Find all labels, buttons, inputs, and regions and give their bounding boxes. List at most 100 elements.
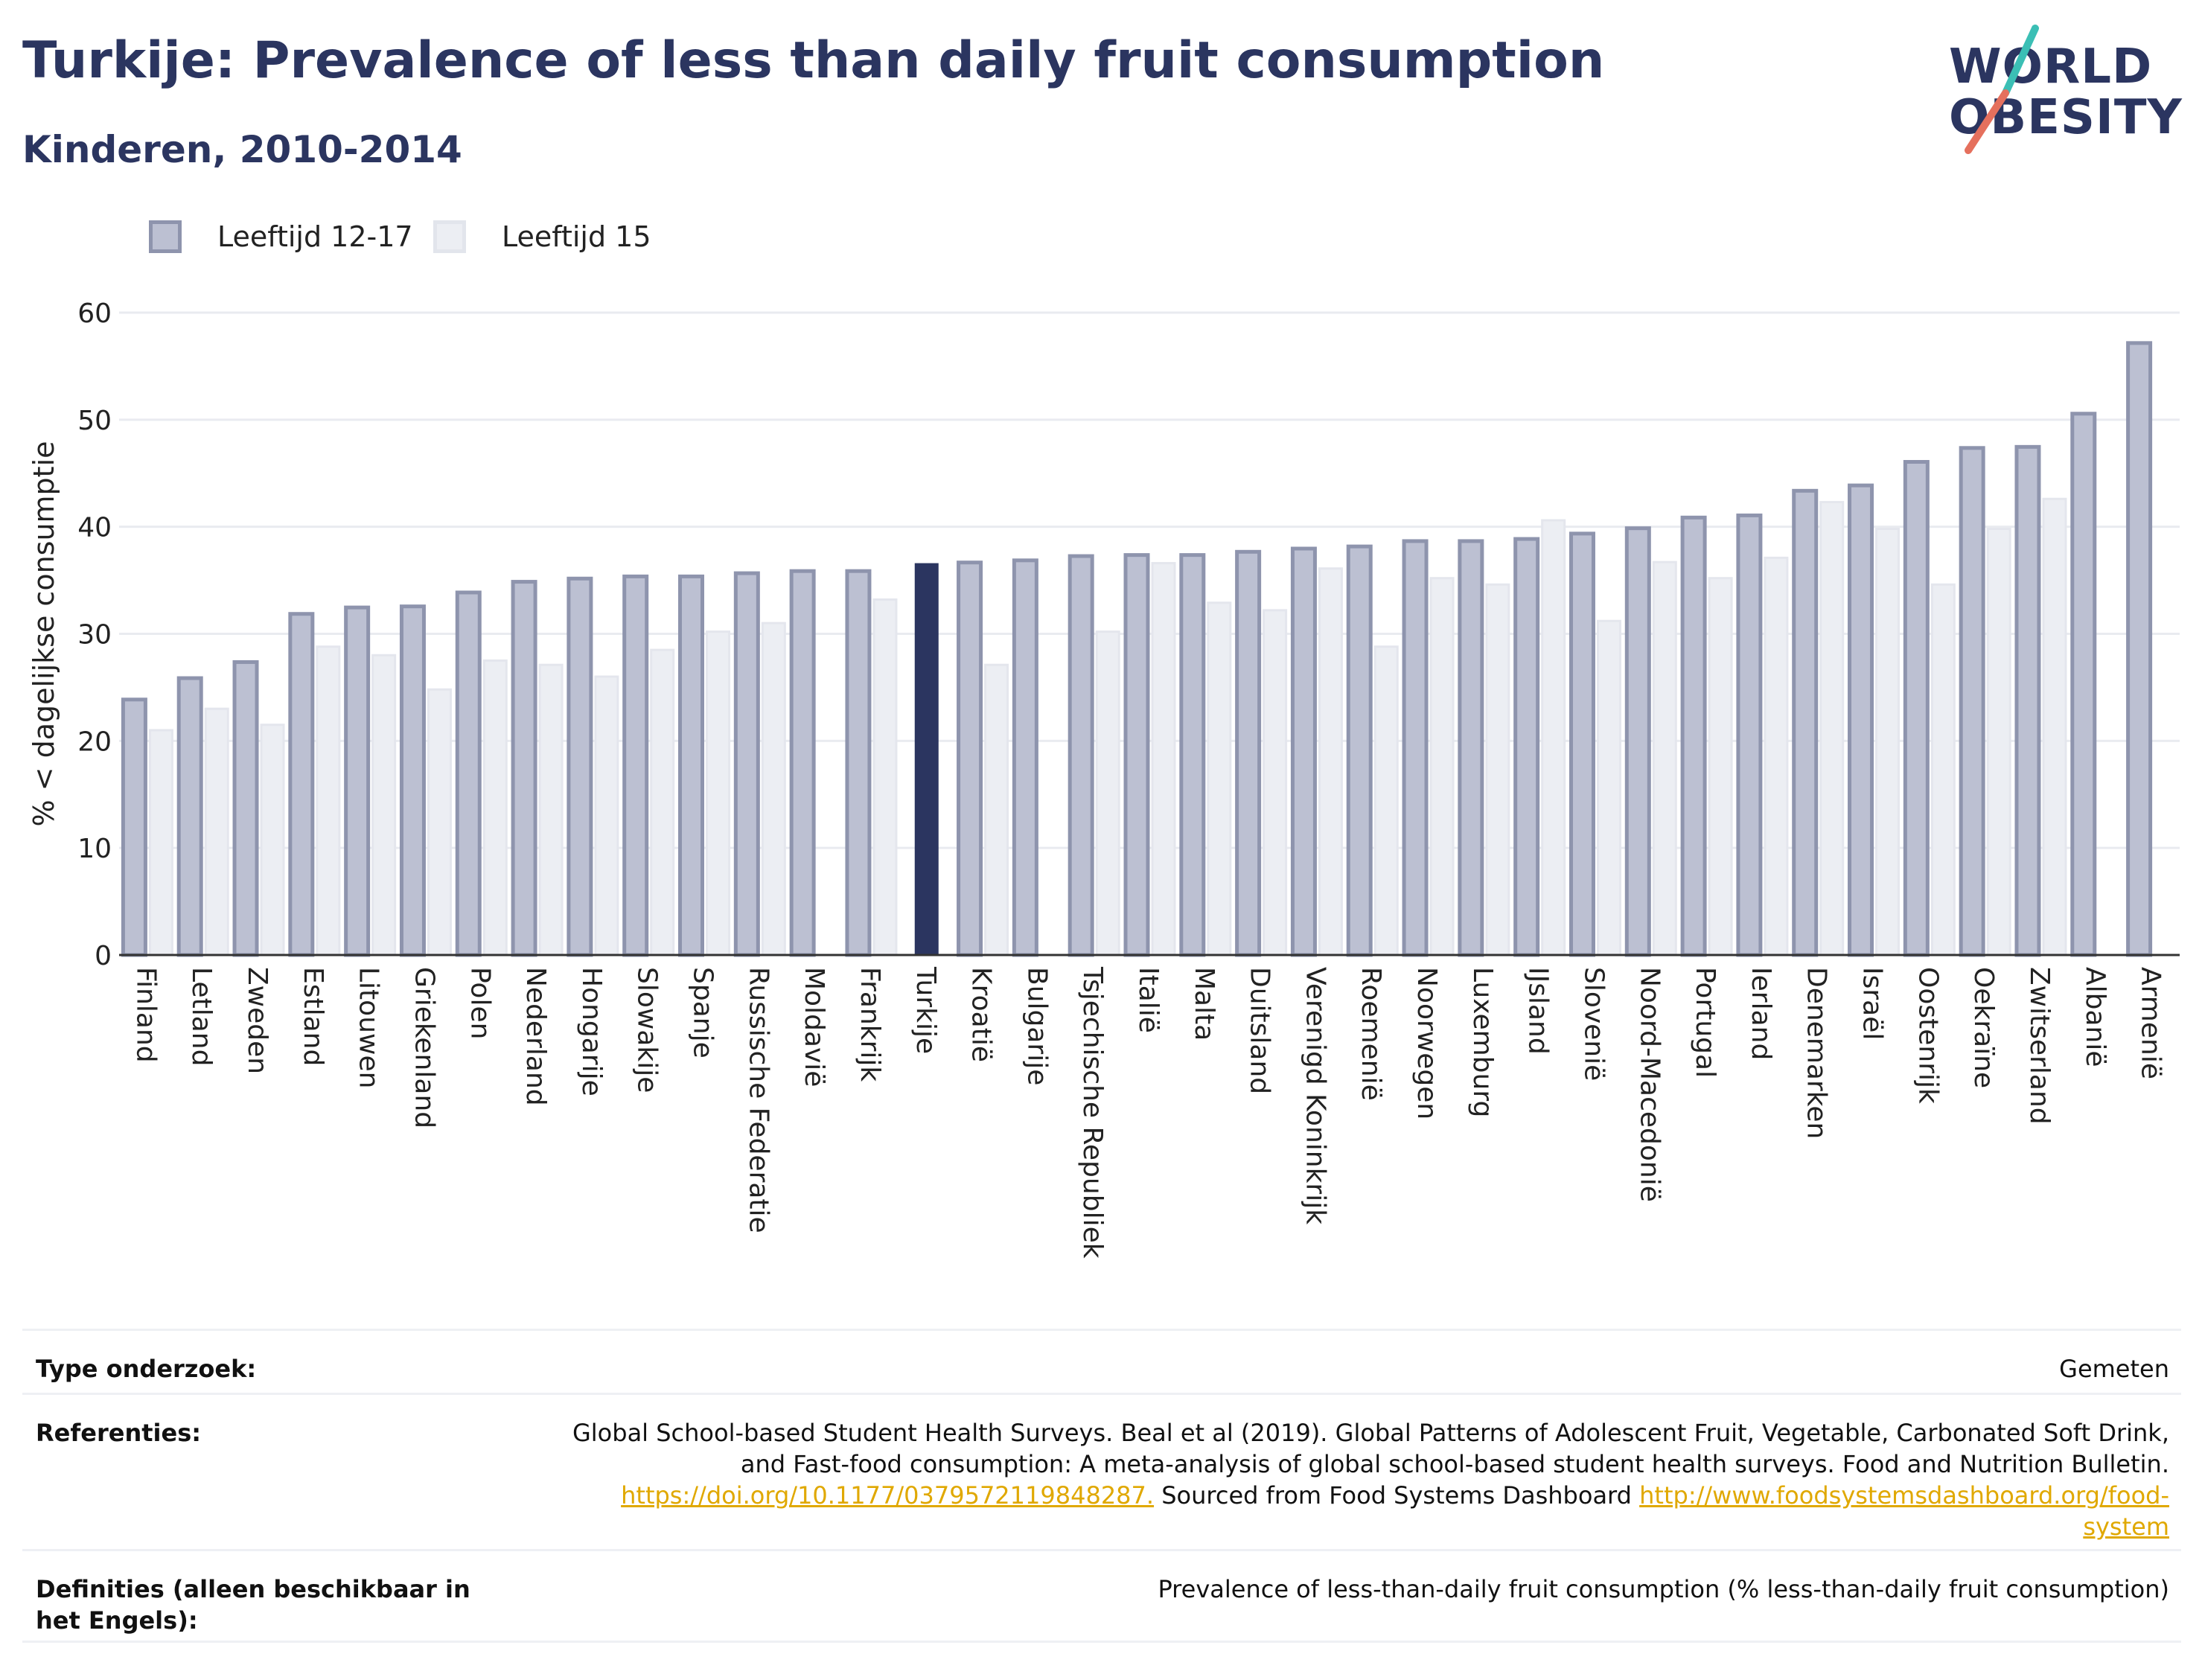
bar-37-series-1 (2126, 341, 2153, 957)
x-tick-label: Polen (465, 967, 495, 1039)
bar-21-series-2 (1263, 609, 1288, 956)
x-tick-label: Letland (186, 967, 217, 1066)
legend-item-series-2[interactable]: Leeftijd 15 (433, 220, 651, 253)
bar-chart: 0 10 20 30 40 50 60 % < dagelijkse consumptie Fi… (28, 298, 2180, 1259)
x-tick-label: Israël (1857, 967, 1888, 1040)
bar-9-series-2 (594, 675, 619, 956)
info-value-definitions: Prevalence of less-than-daily fruit cons… (1158, 1575, 2169, 1603)
bar-20-series-1 (1179, 553, 1206, 957)
bar-1-series-1 (121, 697, 147, 957)
info-label-definitions: Definities (alleen beschikbaar in het En… (36, 1575, 470, 1635)
x-tick-label: Slowakije (632, 967, 663, 1093)
bar-8-series-2 (538, 663, 564, 956)
reference-source-text: Sourced from Food Systems Dashboard (1161, 1481, 1632, 1510)
x-tick-label: Italië (1133, 967, 1164, 1033)
bar-23-series-2 (1373, 645, 1399, 956)
chart-subtitle: Kinderen, 2010-2014 (22, 128, 462, 171)
reference-dashboard-link[interactable]: http://www.foodsystemsdashboard.org/food… (1639, 1481, 2169, 1541)
world-obesity-logo[interactable]: WORLD OBESITY (1935, 22, 2189, 156)
bar-29-series-1 (1680, 515, 1707, 957)
x-tick-label: Frankrijk (855, 967, 885, 1082)
logo-line-world: WORLD (1949, 39, 2153, 95)
bar-20-series-2 (1207, 601, 1232, 956)
x-tick-label: Denemarken (1802, 967, 1832, 1139)
bar-3-series-2 (260, 724, 285, 956)
bar-29-series-2 (1708, 577, 1733, 956)
info-label-references: Referenties: (36, 1419, 202, 1447)
x-tick-label: Estland (298, 967, 328, 1066)
bar-14-series-2 (872, 598, 898, 956)
x-tick-label: Verenigd Koninkrijk (1300, 967, 1330, 1224)
x-tick-label: Duitsland (1245, 967, 1275, 1094)
x-tick-label: Roemenië (1356, 967, 1386, 1101)
bar-24-series-2 (1429, 577, 1455, 956)
y-axis-title: % < dagelijkse consumptie (28, 441, 60, 826)
x-tick-label: Zwitserland (2024, 967, 2055, 1125)
bar-30-series-1 (1736, 513, 1763, 957)
bar-22-series-2 (1318, 567, 1343, 956)
bar-34-series-2 (1986, 528, 2011, 956)
bar-17-series-1 (1012, 558, 1038, 957)
bar-28-series-2 (1652, 560, 1677, 956)
bar-21-series-1 (1235, 549, 1262, 957)
x-tick-label: Tsjechische Republiek (1077, 966, 1108, 1259)
bar-11-series-1 (678, 574, 705, 957)
bar-36-series-1 (2070, 412, 2097, 957)
info-value-survey-type: Gemeten (2059, 1355, 2169, 1383)
bar-35-series-1 (2014, 444, 2041, 957)
x-tick-label: IJsland (1523, 967, 1554, 1055)
bar-31-series-1 (1792, 488, 1819, 957)
bar-33-series-1 (1903, 459, 1930, 957)
bar-23-series-1 (1346, 544, 1373, 957)
bar-10-series-1 (622, 574, 649, 957)
x-tick-label: Nederland (520, 967, 551, 1106)
info-row-definitions: Definities (alleen beschikbaar in het En… (22, 1549, 2181, 1643)
bar-28-series-1 (1624, 526, 1651, 957)
bar-26-series-1 (1513, 537, 1540, 957)
y-tick-label: 20 (77, 726, 112, 757)
info-row-references: Referenties: Global School-based Student… (22, 1393, 2181, 1549)
info-value-references: Global School-based Student Health Surve… (569, 1417, 2169, 1542)
bar-10-series-2 (650, 648, 675, 956)
bar-6-series-2 (427, 688, 452, 956)
bar-1-series-2 (148, 729, 173, 956)
x-tick-label: Hongarije (576, 967, 607, 1096)
x-tick-label: Litouwen (354, 967, 384, 1088)
bar-3-series-1 (232, 659, 259, 957)
x-tick-label: Portugal (1690, 967, 1720, 1078)
y-tick-label: 40 (77, 513, 112, 543)
bar-19-series-1 (1123, 553, 1150, 957)
info-label-survey-type: Type onderzoek: (36, 1355, 257, 1383)
legend-item-series-1[interactable]: Leeftijd 12-17 (149, 220, 413, 253)
x-tick-label: Ierland (1746, 967, 1776, 1060)
bar-6-series-1 (399, 604, 426, 957)
bar-33-series-2 (1930, 583, 1956, 956)
bar-24-series-1 (1402, 539, 1429, 957)
x-tick-label: Bulgarije (1021, 967, 1052, 1085)
x-tick-label: Finland (130, 967, 161, 1063)
y-tick-label: 0 (95, 941, 112, 971)
bar-16-series-2 (984, 663, 1009, 956)
x-tick-label: Oostenrijk (1912, 967, 1943, 1104)
reference-doi-link[interactable]: https://doi.org/10.1177/0379572119848287… (621, 1481, 1155, 1510)
bar-16-series-1 (957, 560, 983, 957)
bar-7-series-1 (455, 590, 482, 957)
y-tick-label: 50 (77, 406, 112, 436)
bar-5-series-2 (371, 654, 397, 956)
x-tick-label: Spanje (688, 967, 718, 1058)
bar-18-series-2 (1095, 630, 1120, 956)
bar-18-series-1 (1068, 554, 1094, 957)
bar-11-series-2 (706, 630, 731, 956)
bar-25-series-1 (1458, 539, 1484, 957)
x-tick-label: Armenië (2136, 967, 2166, 1079)
x-tick-label: Oekraïne (1968, 967, 1999, 1088)
bar-35-series-2 (2042, 497, 2067, 956)
bar-31-series-2 (1819, 501, 1845, 956)
x-tick-label: Albanië (2080, 967, 2110, 1067)
bar-4-series-1 (288, 612, 315, 957)
info-table: Type onderzoek: Gemeten Referenties: Glo… (22, 1329, 2181, 1643)
legend-swatch-series-2 (433, 220, 466, 253)
logo-slash-icon (1965, 25, 2039, 154)
bar-34-series-1 (1959, 446, 1985, 957)
bar-8-series-1 (511, 580, 537, 957)
